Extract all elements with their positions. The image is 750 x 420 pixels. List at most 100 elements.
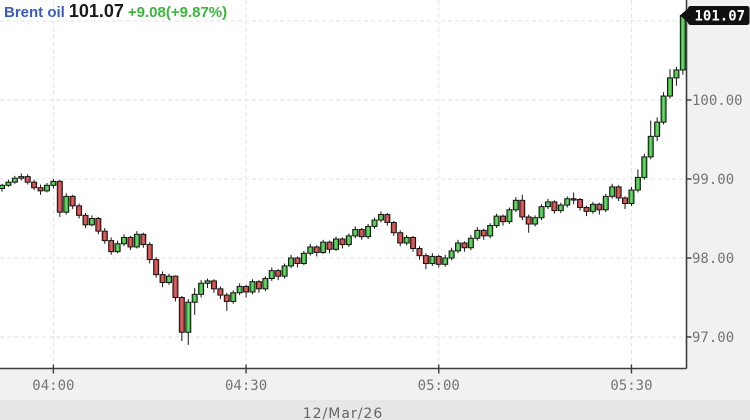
candle-up <box>230 292 237 302</box>
candle-down <box>480 229 487 237</box>
candle-up <box>332 238 339 250</box>
price-change-value: +9.08(+9.87%) <box>127 4 228 21</box>
candle-down <box>339 238 346 246</box>
y-tick-label: 100.00 <box>692 93 743 109</box>
candle-up <box>589 203 596 212</box>
candle-up <box>506 209 513 223</box>
candle-up <box>557 204 564 212</box>
candle-up <box>377 214 384 221</box>
candle-up <box>609 186 616 197</box>
candle-up <box>320 241 327 253</box>
candle-up <box>634 176 641 191</box>
candle-up <box>474 229 481 239</box>
candle-up <box>602 195 609 211</box>
candle-down <box>435 255 442 265</box>
axes <box>0 0 688 370</box>
x-tick-label: 05:30 <box>610 378 652 394</box>
candle-down <box>37 187 44 192</box>
candle-up <box>371 219 378 227</box>
candle-up <box>191 293 198 303</box>
plot-area[interactable] <box>0 0 686 368</box>
candle-down <box>410 236 417 250</box>
candle-up <box>11 177 18 183</box>
candle-up <box>63 195 70 213</box>
y-tick-label: 97.00 <box>692 330 734 346</box>
candle-up <box>307 246 314 254</box>
candle-up <box>262 278 269 290</box>
candle-up <box>5 181 12 186</box>
candle-down <box>596 203 603 211</box>
candle-down <box>294 257 301 265</box>
candle-down <box>570 198 577 201</box>
candle-up <box>403 236 410 244</box>
candle-down <box>422 255 429 265</box>
candle-down <box>577 199 584 208</box>
candle-up <box>564 198 571 206</box>
candle-down <box>551 201 558 212</box>
candle-up <box>544 201 551 208</box>
candle-up <box>673 69 680 79</box>
candle-up <box>345 235 352 246</box>
candle-down <box>326 241 333 250</box>
candle-down <box>223 294 230 302</box>
candle-up <box>352 229 359 237</box>
candle-down <box>146 244 153 261</box>
candle-up <box>493 215 500 227</box>
candle-up <box>660 95 667 123</box>
y-tick-label: 99.00 <box>692 172 734 188</box>
symbol-name: Brent oil <box>4 4 65 21</box>
candle-up <box>204 280 211 284</box>
candle-down <box>583 206 590 212</box>
candle-down <box>217 288 224 296</box>
candle-down <box>101 230 108 242</box>
candle-down <box>416 248 423 257</box>
candle-down <box>76 205 83 216</box>
candle-up <box>467 237 474 249</box>
candle-down <box>172 275 179 299</box>
candle-up <box>50 180 57 186</box>
candle-down <box>390 221 397 234</box>
x-axis-labels: 04:00 04:30 05:00 05:30 <box>32 364 653 394</box>
candle-up <box>448 250 455 259</box>
candle-down <box>159 274 166 283</box>
y-tick-label: 98.00 <box>692 251 734 267</box>
candle-down <box>243 285 250 293</box>
candle-down <box>615 186 622 199</box>
candle-up <box>88 218 95 226</box>
candle-up <box>0 184 5 189</box>
candle-up <box>641 156 648 178</box>
candle-down <box>397 232 404 244</box>
candle-down <box>56 180 63 213</box>
candle-up <box>236 285 243 294</box>
last-price-value: 101.07 <box>68 1 124 21</box>
candle-up <box>455 242 462 252</box>
x-tick-label: 05:00 <box>418 378 460 394</box>
y-axis-labels: 100.00 99.00 98.00 97.00 <box>686 93 743 346</box>
last-price-badge-text: 101.07 <box>695 8 746 24</box>
candle-up <box>679 14 686 71</box>
candle-up <box>185 301 192 333</box>
candle-up <box>43 184 50 192</box>
x-tick-label: 04:00 <box>32 378 74 394</box>
date-label: 12/Mar/26 <box>302 406 384 420</box>
candle-down <box>210 280 217 290</box>
candle-down <box>82 214 89 226</box>
candle-down <box>178 297 185 333</box>
footer-strip: 12/Mar/26 <box>0 400 750 420</box>
candle-down <box>140 233 147 246</box>
badge-arrow-icon <box>680 7 689 23</box>
candle-down <box>255 281 262 290</box>
candles <box>0 13 686 345</box>
candle-up <box>532 217 539 225</box>
candle-down <box>153 259 160 276</box>
candle-down <box>313 246 320 253</box>
candle-down <box>461 242 468 249</box>
candle-down <box>358 229 365 238</box>
candle-up <box>249 281 256 293</box>
candle-down <box>525 216 532 225</box>
x-tick-label: 04:30 <box>225 378 267 394</box>
candle-up <box>288 257 295 267</box>
candle-up <box>666 77 673 97</box>
